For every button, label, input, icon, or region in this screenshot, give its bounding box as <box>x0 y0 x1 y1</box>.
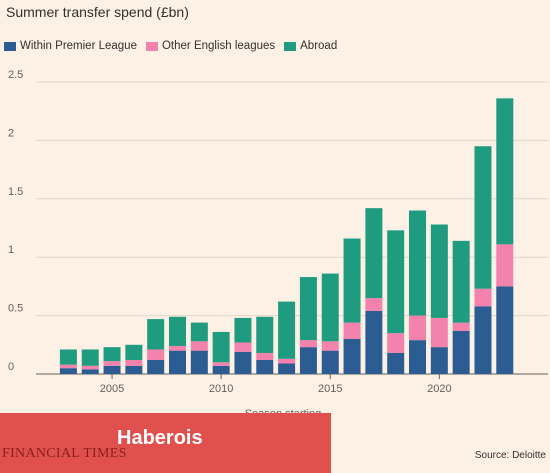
bar-segment <box>474 146 492 289</box>
bar-segment <box>496 244 514 287</box>
bar-segment <box>169 316 186 346</box>
bar-segment <box>278 363 296 374</box>
bar-segment <box>103 347 121 362</box>
y-tick-label: 0 <box>8 361 14 373</box>
x-tick-label: 2015 <box>318 383 342 395</box>
x-tick-label: 2020 <box>427 383 451 395</box>
bar-segment <box>234 317 252 343</box>
bar-segment <box>299 277 317 341</box>
bar-segment <box>103 361 121 366</box>
bar-segment <box>59 364 77 369</box>
bar-segment <box>212 331 230 363</box>
y-tick-label: 1.5 <box>8 186 23 198</box>
y-tick-label: 1 <box>8 244 14 256</box>
x-tick-label: 2005 <box>100 383 124 395</box>
bar-segment <box>190 350 208 374</box>
bar-segment <box>278 358 296 364</box>
bar-segment <box>474 288 492 307</box>
bar-segment <box>430 224 448 318</box>
legend-item-abroad: Abroad <box>284 40 337 52</box>
bar-segment <box>496 286 514 374</box>
bar-segment <box>474 306 492 374</box>
bar-segment <box>321 350 339 374</box>
bar-segment <box>430 317 448 348</box>
bar-segment <box>147 319 165 350</box>
bar-segment <box>256 316 274 353</box>
brand-overlay-text: Haberois <box>117 427 203 449</box>
legend-swatch <box>284 41 297 51</box>
bar-segment <box>299 340 317 348</box>
bar-segment <box>190 341 208 351</box>
chart-legend: Within Premier League Other English leag… <box>4 40 346 52</box>
legend-label: Other English leagues <box>161 40 276 52</box>
bar-segment <box>234 351 252 374</box>
bar-segment <box>496 98 514 245</box>
bar-segment <box>212 362 230 366</box>
bar-segment <box>147 349 165 360</box>
bar-segment <box>452 240 470 323</box>
legend-item-within-premier-league: Within Premier League <box>4 40 137 52</box>
bar-segment <box>387 352 405 374</box>
bar-segment <box>59 349 77 365</box>
bar-segment <box>365 208 383 299</box>
bar-segment <box>321 341 339 351</box>
bar-segment <box>365 298 383 311</box>
bar-segment <box>125 365 143 374</box>
legend-swatch <box>145 41 158 51</box>
bar-segment <box>125 359 143 366</box>
chart-title: Summer transfer spend (£bn) <box>6 4 189 20</box>
bar-segment <box>343 338 361 374</box>
financial-times-logo: FINANCIAL TIMES <box>2 446 127 461</box>
bar-segment <box>256 359 274 374</box>
legend-label: Within Premier League <box>20 40 137 52</box>
bar-segment <box>278 301 296 359</box>
bar-segment <box>212 365 230 374</box>
y-tick-label: 0.5 <box>8 303 23 315</box>
bar-segment <box>125 344 143 360</box>
bar-segment <box>59 368 77 374</box>
bar-segment <box>147 359 165 374</box>
bar-segment <box>387 230 405 334</box>
legend-item-other-english-leagues: Other English leagues <box>145 40 276 52</box>
bar-segment <box>169 350 186 374</box>
bar-segment <box>299 347 317 374</box>
bar-segment <box>256 352 274 360</box>
bar-segment <box>365 310 383 374</box>
x-tick-label: 2010 <box>209 383 233 395</box>
bar-segment <box>430 347 448 374</box>
legend-swatch <box>4 41 16 51</box>
bar-segment <box>321 273 339 342</box>
bar-segment <box>81 365 99 370</box>
bar-segment <box>409 315 427 341</box>
y-tick-label: 2 <box>8 127 14 139</box>
bar-segment <box>452 322 470 331</box>
bar-segment <box>103 365 121 374</box>
bar-segment <box>452 330 470 374</box>
bar-segment <box>81 369 99 374</box>
bar-segment <box>81 349 99 366</box>
brand-banner <box>0 413 331 473</box>
bar-segment <box>234 342 252 352</box>
bar-segment <box>343 238 361 323</box>
y-tick-label: 2.5 <box>8 69 23 81</box>
bar-segment <box>190 322 208 342</box>
bar-segment <box>409 340 427 374</box>
bar-segment <box>387 333 405 353</box>
bar-segment <box>343 322 361 339</box>
source-note: Source: Deloitte <box>474 450 546 461</box>
bar-segment <box>169 345 186 351</box>
legend-label: Abroad <box>300 40 338 52</box>
bar-segment <box>409 210 427 316</box>
